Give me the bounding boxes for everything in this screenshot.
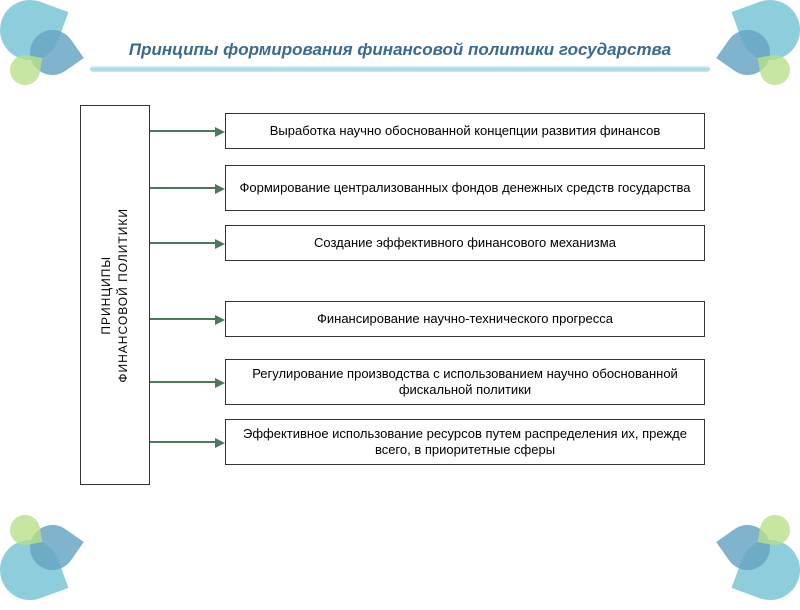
arrow-line xyxy=(178,242,216,244)
connector-line xyxy=(150,318,178,320)
principle-item-label: Эффективное использование ресурсов путем… xyxy=(236,426,694,459)
arrow-line xyxy=(178,441,216,443)
page-title: Принципы формирования финансовой политик… xyxy=(0,40,800,60)
principles-root-box: ПРИНЦИПЫ ФИНАНСОВОЙ ПОЛИТИКИ xyxy=(80,105,150,485)
page-title-wrap: Принципы формирования финансовой политик… xyxy=(0,40,800,72)
arrow-head-icon xyxy=(215,378,225,388)
connector-line xyxy=(150,130,178,132)
arrow-head-icon xyxy=(215,184,225,194)
arrow-line xyxy=(178,318,216,320)
principle-item-label: Формирование централизованных фондов ден… xyxy=(240,180,691,196)
arrow-line xyxy=(178,187,216,189)
principle-item-label: Создание эффективного финансового механи… xyxy=(314,235,616,251)
arrow-line xyxy=(178,381,216,383)
arrow-line xyxy=(178,130,216,132)
arrow-head-icon xyxy=(215,438,225,448)
connector-line xyxy=(150,187,178,189)
title-underline xyxy=(90,66,710,72)
principle-item-label: Регулирование производства с использован… xyxy=(236,366,694,399)
connector-line xyxy=(150,441,178,443)
principle-item: Выработка научно обоснованной концепции … xyxy=(225,113,705,149)
principle-item: Создание эффективного финансового механи… xyxy=(225,225,705,261)
principle-item: Регулирование производства с использован… xyxy=(225,359,705,405)
principle-item-label: Финансирование научно-технического прогр… xyxy=(317,311,613,327)
connector-line xyxy=(150,381,178,383)
arrow-head-icon xyxy=(215,315,225,325)
principle-item: Финансирование научно-технического прогр… xyxy=(225,301,705,337)
principle-item-label: Выработка научно обоснованной концепции … xyxy=(270,123,661,139)
principle-item: Эффективное использование ресурсов путем… xyxy=(225,419,705,465)
principle-item: Формирование централизованных фондов ден… xyxy=(225,165,705,211)
connector-line xyxy=(150,242,178,244)
principles-root-label: ПРИНЦИПЫ ФИНАНСОВОЙ ПОЛИТИКИ xyxy=(98,208,132,383)
arrow-head-icon xyxy=(215,239,225,249)
arrow-head-icon xyxy=(215,127,225,137)
diagram-container: ПРИНЦИПЫ ФИНАНСОВОЙ ПОЛИТИКИ Выработка н… xyxy=(80,105,720,525)
